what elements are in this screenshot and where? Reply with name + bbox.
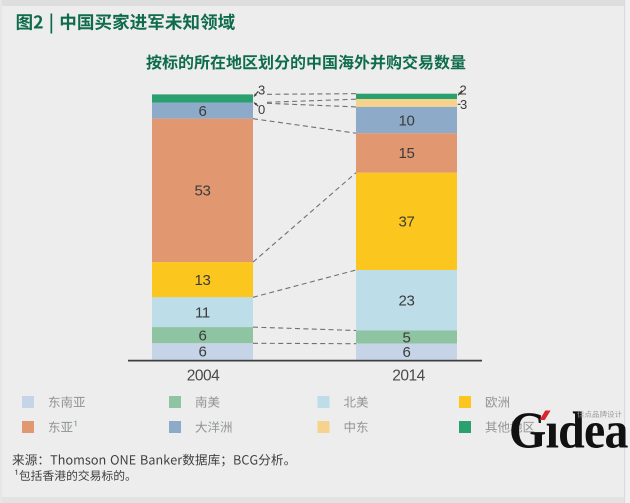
svg-text:13: 13 bbox=[194, 272, 210, 289]
svg-text:23: 23 bbox=[398, 293, 414, 310]
svg-text:10: 10 bbox=[398, 112, 414, 129]
svg-text:3: 3 bbox=[258, 83, 265, 98]
svg-text:6: 6 bbox=[402, 344, 410, 361]
svg-text:0: 0 bbox=[258, 102, 265, 117]
svg-text:6: 6 bbox=[198, 328, 206, 345]
svg-text:2004: 2004 bbox=[187, 368, 220, 385]
svg-text:37: 37 bbox=[398, 214, 414, 231]
svg-text:11: 11 bbox=[195, 305, 210, 322]
svg-text:6: 6 bbox=[198, 344, 206, 361]
svg-text:15: 15 bbox=[398, 145, 414, 162]
svg-text:5: 5 bbox=[402, 329, 410, 346]
svg-text:3: 3 bbox=[460, 97, 467, 112]
svg-text:2: 2 bbox=[460, 82, 467, 97]
svg-text:53: 53 bbox=[194, 183, 210, 200]
svg-text:2014: 2014 bbox=[392, 368, 425, 385]
svg-text:6: 6 bbox=[198, 103, 206, 120]
